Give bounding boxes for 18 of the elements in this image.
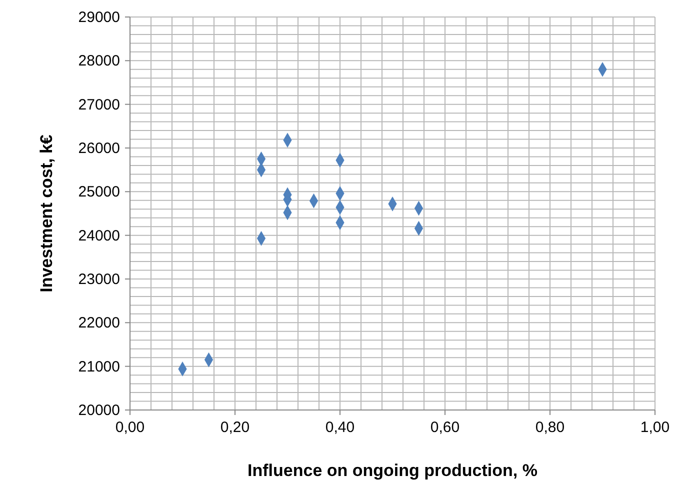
y-tick-label: 20000 [78,402,120,419]
y-tick-label: 26000 [78,140,120,157]
x-tick-label: 0,80 [535,419,565,436]
x-tick-label: 0,20 [220,419,250,436]
y-tick-label: 23000 [78,271,120,288]
x-tick-label: 1,00 [640,419,670,436]
x-tick-label: 0,40 [325,419,355,436]
y-tick-label: 21000 [78,358,120,376]
y-tick-label: 22000 [78,314,120,332]
y-tick-label: 25000 [78,184,120,201]
y-tick-label: 28000 [78,52,120,70]
x-axis-title: Influence on ongoing production, % [248,461,538,480]
y-tick-label: 24000 [78,227,120,244]
x-tick-label: 0,60 [430,419,460,436]
y-tick-label: 29000 [78,9,120,26]
y-axis-title: Investment cost, k€ [37,134,56,292]
x-tick-label: 0,00 [115,419,145,436]
y-tick-label: 27000 [78,96,120,114]
